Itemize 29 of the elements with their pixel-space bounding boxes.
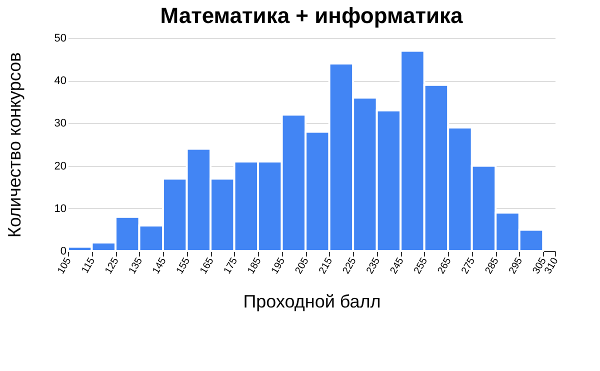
y-axis-title: Количество конкурсов: [4, 52, 24, 238]
x-tick-label: 255: [412, 256, 430, 276]
y-tick-label: 50: [54, 32, 66, 44]
x-tick-label: 245: [388, 256, 406, 276]
x-tick-label: 105: [56, 256, 74, 276]
x-tick-label: 145: [150, 256, 169, 276]
x-axis-title: Проходной балл: [243, 291, 381, 312]
x-tick-label: 215: [317, 256, 336, 276]
x-tick-label: 235: [364, 256, 383, 276]
y-tick-label: 40: [54, 75, 66, 88]
x-tick-label: 135: [127, 256, 146, 276]
y-tick-label: 10: [54, 202, 66, 215]
x-tick-label: 155: [174, 256, 193, 276]
y-tick-label: 20: [54, 160, 66, 172]
x-tick-label: 175: [222, 256, 240, 276]
x-tick-label: 295: [507, 256, 526, 276]
x-tick-label: 185: [246, 256, 264, 276]
x-tick-label: 285: [483, 256, 502, 276]
x-tick-label: 165: [198, 256, 216, 276]
y-tick-label: 30: [54, 118, 66, 130]
x-tick-label: 125: [103, 256, 122, 276]
x-tick-label: 195: [270, 256, 288, 276]
y-tick-label: 0: [60, 246, 66, 258]
x-tick-label: 275: [460, 256, 478, 276]
x-tick-label: 115: [80, 256, 98, 276]
x-tick-label: 205: [293, 256, 312, 276]
x-tick-label: 265: [436, 256, 454, 276]
chart-title: Математика + информатика: [160, 3, 464, 28]
x-tick-label: 225: [340, 256, 359, 276]
